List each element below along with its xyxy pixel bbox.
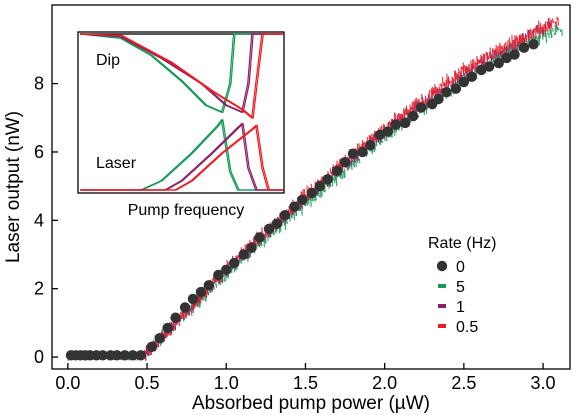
- inset-x-label: Pump frequency: [128, 202, 245, 219]
- legend-marker-dash: [438, 304, 446, 308]
- data-point: [509, 49, 520, 60]
- data-point: [187, 293, 199, 305]
- data-point: [179, 302, 191, 313]
- data-point: [306, 187, 317, 199]
- data-point: [238, 249, 249, 260]
- legend-marker-dot: [436, 260, 448, 272]
- data-point: [221, 264, 232, 276]
- data-point: [228, 257, 240, 269]
- y-axis-label: Laser output (nW): [3, 111, 24, 263]
- legend: Rate (Hz) 0 5 1 0.5: [428, 235, 496, 336]
- data-point: [279, 209, 291, 221]
- inset-dip-curve: [81, 33, 284, 120]
- data-point: [493, 57, 504, 69]
- inset-curves: [79, 33, 284, 191]
- data-point: [162, 322, 173, 334]
- data-point: [347, 148, 359, 159]
- inset-laser-curve: [80, 122, 282, 191]
- x-tick-label: 0.5: [135, 373, 160, 393]
- inset-label-laser: Laser: [96, 155, 137, 172]
- data-point: [339, 157, 351, 168]
- legend-title: Rate (Hz): [428, 235, 496, 252]
- data-point: [501, 52, 512, 64]
- y-tick-label: 0: [34, 347, 44, 367]
- legend-marker-dash: [438, 324, 446, 328]
- x-axis-label: Absorbed pump power (µW): [192, 393, 430, 414]
- data-point: [458, 76, 470, 88]
- data-point: [415, 102, 427, 113]
- data-point: [382, 126, 394, 137]
- data-point: [246, 242, 257, 253]
- x-tick-label: 1.0: [214, 373, 239, 393]
- inset-laser-curve: [81, 118, 284, 191]
- inset-dip-curve: [79, 33, 282, 120]
- data-point: [484, 61, 495, 72]
- data-point: [466, 71, 477, 82]
- y-tick-label: 8: [34, 74, 44, 94]
- x-tick-label: 0.0: [55, 373, 80, 393]
- axis-ticks: 0.0 0.5 1.0 1.5 2.0 2.5 3.0 0 2 4 6 8: [34, 74, 556, 393]
- data-point: [441, 86, 452, 98]
- x-tick-label: 2.0: [372, 373, 397, 393]
- inset-laser-curve: [81, 124, 284, 191]
- x-tick-label: 2.5: [451, 373, 476, 393]
- data-point: [271, 218, 283, 229]
- inset-panel: Dip Laser Pump frequency: [77, 31, 285, 219]
- legend-entry-label: 0.5: [456, 319, 478, 336]
- data-point: [289, 201, 300, 212]
- data-point: [433, 93, 444, 105]
- data-point: [322, 174, 333, 185]
- inset-dip-curve: [79, 33, 282, 114]
- data-point: [476, 64, 487, 76]
- data-point: [111, 350, 123, 361]
- data-point: [407, 110, 419, 122]
- data-point: [390, 119, 401, 130]
- data-point: [135, 350, 146, 361]
- data-point: [450, 83, 462, 94]
- inset-laser-curve: [80, 124, 282, 191]
- data-point: [365, 139, 376, 151]
- y-tick-label: 6: [34, 142, 44, 162]
- data-point: [146, 341, 157, 352]
- data-point: [170, 312, 181, 323]
- x-tick-label: 1.5: [293, 373, 318, 393]
- data-point: [374, 129, 386, 141]
- legend-items: 0 5 1 0.5: [436, 259, 478, 336]
- data-point: [127, 350, 138, 361]
- inset-dip-curve: [79, 33, 282, 114]
- legend-entry-label: 1: [456, 299, 465, 316]
- data-point: [97, 350, 108, 361]
- data-point: [314, 180, 325, 192]
- plot-frame: [51, 4, 571, 370]
- inset-label-dip: Dip: [96, 52, 120, 69]
- data-point: [528, 39, 539, 50]
- legend-entry-label: 5: [456, 279, 465, 296]
- data-point: [154, 333, 165, 344]
- data-point: [119, 350, 131, 361]
- rate-0-points: [65, 39, 539, 361]
- data-point: [357, 146, 368, 158]
- y-tick-label: 2: [34, 279, 44, 299]
- data-point: [518, 42, 530, 53]
- data-point: [400, 117, 411, 129]
- inset-laser-curve: [81, 122, 284, 191]
- inset-dip-curve: [81, 33, 284, 114]
- x-tick-label: 3.0: [531, 373, 556, 393]
- data-point: [203, 280, 215, 291]
- inset-laser-curve: [80, 118, 282, 191]
- data-point: [254, 232, 265, 243]
- legend-entry-label: 0: [456, 259, 465, 276]
- data-point: [297, 194, 308, 206]
- legend-marker-dash: [438, 284, 446, 288]
- data-point: [195, 286, 207, 298]
- data-point: [263, 223, 275, 235]
- y-tick-label: 4: [34, 210, 44, 230]
- data-point: [331, 165, 343, 176]
- data-point: [213, 269, 224, 281]
